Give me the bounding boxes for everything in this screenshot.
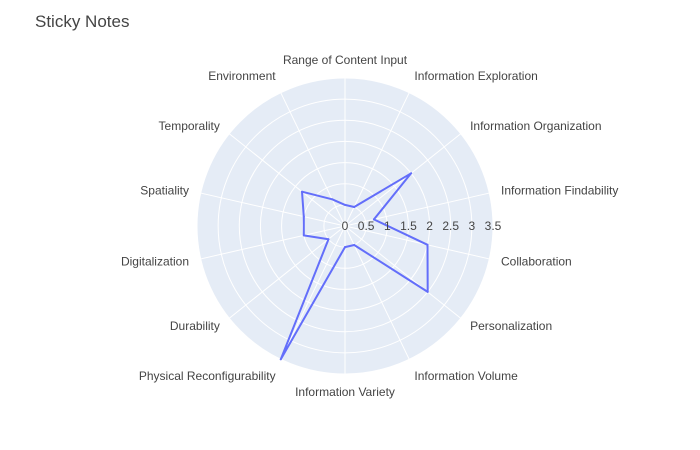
angular-gridline xyxy=(200,192,346,227)
data-point xyxy=(327,238,330,241)
angular-gridline xyxy=(344,192,490,227)
angular-axis-label: Collaboration xyxy=(501,255,572,269)
data-point xyxy=(410,172,413,175)
angular-axis-label: Spatiality xyxy=(140,183,189,197)
angular-axis-label: Digitalization xyxy=(121,255,189,269)
data-point xyxy=(344,203,346,206)
radial-tick-label: 2 xyxy=(426,219,433,233)
radial-tick-label: 1 xyxy=(384,219,391,233)
data-point xyxy=(426,243,429,246)
angular-gridline xyxy=(344,133,462,227)
radial-tick-label: 1.5 xyxy=(400,219,417,233)
radial-tick-labels: 0 0.5 1 1.5 2 2.5 3 3.5 xyxy=(342,219,502,233)
radial-tick-label: 3 xyxy=(469,219,476,233)
radial-tick-label: 3.5 xyxy=(485,219,502,233)
data-point xyxy=(372,218,375,221)
radial-tick-label: 2.5 xyxy=(442,219,459,233)
angular-gridline xyxy=(280,92,346,227)
chart-title: Sticky Notes xyxy=(35,12,130,31)
data-point xyxy=(426,290,429,293)
angular-axis-label: Temporality xyxy=(159,119,220,133)
angular-gridline xyxy=(344,225,490,260)
angular-axis-label: Information Variety xyxy=(295,385,395,399)
data-point xyxy=(302,234,305,237)
data-point xyxy=(279,358,282,361)
angular-axis-label: Information Organization xyxy=(470,119,601,133)
angular-axis-label: Information Exploration xyxy=(414,69,537,83)
radial-tick-label: 0.5 xyxy=(358,219,375,233)
data-point xyxy=(344,246,346,249)
angular-gridline xyxy=(344,225,410,360)
angular-axis-label: Personalization xyxy=(470,319,552,333)
angular-gridline xyxy=(344,225,462,319)
angular-axis-label: Range of Content Input xyxy=(283,53,408,67)
angular-axis-label: Physical Reconfigurability xyxy=(139,369,276,383)
data-point xyxy=(353,206,356,208)
angular-gridline xyxy=(228,133,346,227)
angular-axis-label: Information Findability xyxy=(501,183,618,197)
data-point xyxy=(302,215,305,218)
radial-tick-label: 0 xyxy=(342,219,349,233)
angular-axis-label: Durability xyxy=(170,319,220,333)
angular-axis-labels: Range of Content Input Information Explor… xyxy=(121,53,618,399)
data-point xyxy=(301,190,303,193)
angular-axis-label: Information Volume xyxy=(414,369,518,383)
data-point xyxy=(353,244,356,246)
series-layer xyxy=(279,172,429,361)
angular-axis-label: Environment xyxy=(208,69,276,83)
angular-gridline xyxy=(228,225,346,319)
angular-gridline xyxy=(200,225,346,260)
angular-gridline xyxy=(280,225,346,360)
angular-gridline xyxy=(344,92,410,227)
data-point xyxy=(331,198,334,201)
